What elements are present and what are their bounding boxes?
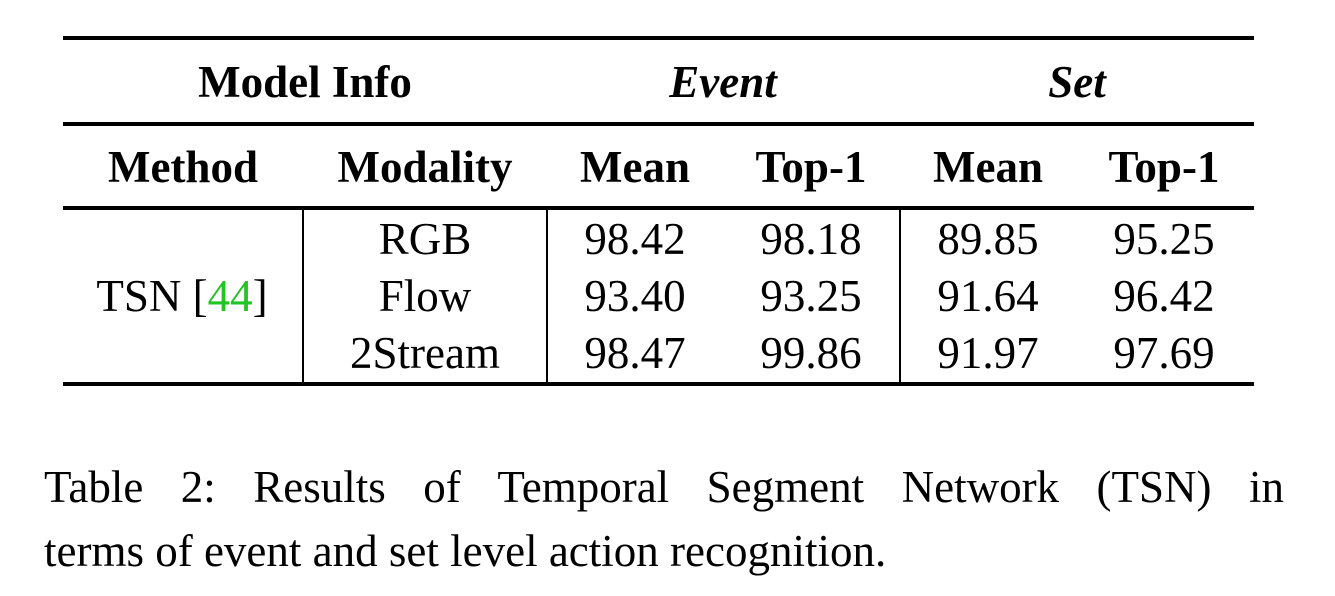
group-header-model-info: Model Info — [198, 57, 412, 107]
column-divider-3 — [899, 209, 901, 382]
value-cell: 98.18 — [760, 214, 862, 264]
table-bottom-rule — [63, 382, 1254, 386]
modality-cell: Flow — [378, 271, 472, 321]
value-cell: 99.86 — [760, 328, 862, 378]
column-header-set-mean: Mean — [933, 142, 1043, 192]
column-header-modality: Modality — [337, 142, 513, 192]
value-cell: 96.42 — [1113, 271, 1215, 321]
method-name: TSN [ — [96, 271, 208, 321]
column-divider-1 — [302, 209, 304, 382]
value-cell: 97.69 — [1113, 328, 1215, 378]
table-top-rule — [63, 36, 1254, 40]
table-mid-rule-2 — [63, 206, 1254, 210]
value-cell: 91.64 — [937, 271, 1039, 321]
value-cell: 93.25 — [760, 271, 862, 321]
value-cell: 98.47 — [584, 328, 686, 378]
modality-cell: 2Stream — [350, 328, 500, 378]
caption-line-2: terms of event and set level action reco… — [44, 526, 887, 576]
value-cell: 98.42 — [584, 214, 686, 264]
group-header-event: Event — [669, 57, 777, 107]
value-cell: 95.25 — [1113, 214, 1215, 264]
method-close-bracket: ] — [252, 271, 268, 321]
modality-cell: RGB — [378, 214, 472, 264]
column-header-event-mean: Mean — [580, 142, 690, 192]
table-caption: Table 2: Results of Temporal Segment Net… — [44, 455, 1284, 583]
citation-link[interactable]: 44 — [207, 271, 253, 321]
value-cell: 91.97 — [937, 328, 1039, 378]
column-divider-2 — [546, 209, 548, 382]
column-header-event-top1: Top-1 — [755, 142, 867, 192]
column-header-set-top1: Top-1 — [1108, 142, 1220, 192]
group-header-set: Set — [1048, 57, 1106, 107]
value-cell: 93.40 — [584, 271, 686, 321]
table-mid-rule-1 — [63, 122, 1254, 126]
column-header-method: Method — [108, 142, 258, 192]
value-cell: 89.85 — [937, 214, 1039, 264]
method-cell: TSN [44] — [96, 274, 267, 319]
caption-line-1: Table 2: Results of Temporal Segment Net… — [44, 462, 1284, 512]
